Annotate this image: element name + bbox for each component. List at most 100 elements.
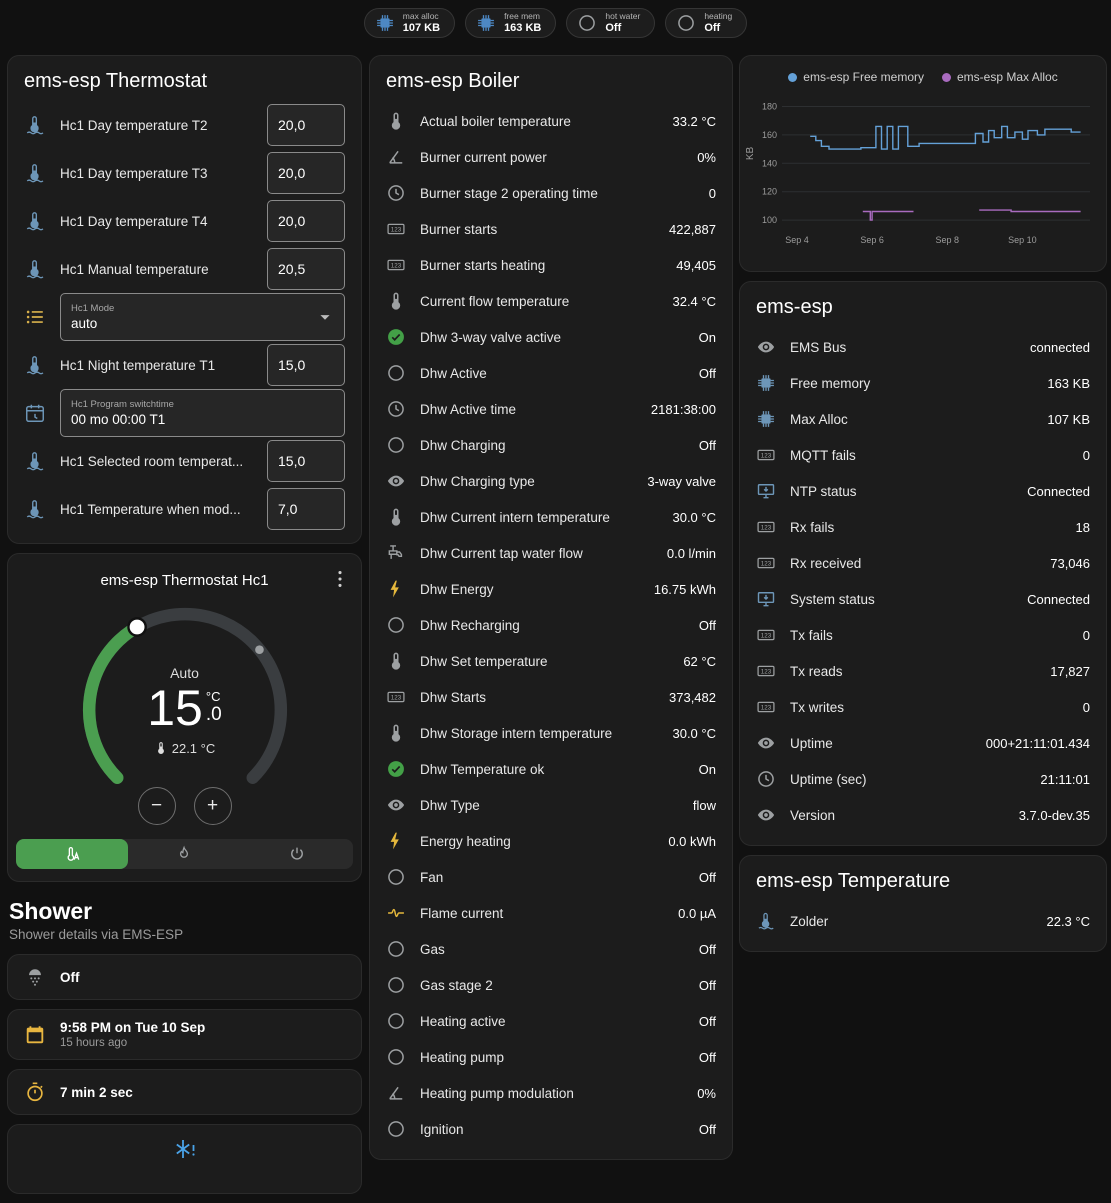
temperature-input[interactable]: 20,0	[267, 104, 345, 146]
counter-icon: 123	[386, 219, 406, 239]
entity-row[interactable]: 123 Dhw Starts 373,482	[386, 679, 716, 715]
entity-row[interactable]: Dhw Charging Off	[386, 427, 716, 463]
entity-row[interactable]: Dhw Temperature ok On	[386, 751, 716, 787]
shower-duration-card[interactable]: 7 min 2 sec	[7, 1069, 362, 1115]
temperature-input[interactable]: 15,0	[267, 344, 345, 386]
setting-label: Hc1 Temperature when mod...	[60, 501, 241, 517]
entity-value: 0	[1082, 627, 1090, 643]
entity-name: Dhw Current tap water flow	[420, 545, 583, 561]
shower-state-card[interactable]: Off	[7, 954, 362, 1000]
entity-name: Current flow temperature	[420, 293, 570, 309]
entity-row[interactable]: Current flow temperature 32.4 °C	[386, 283, 716, 319]
entity-row[interactable]: EMS Bus connected	[756, 329, 1090, 365]
legend-item[interactable]: ems-esp Free memory	[788, 70, 924, 84]
entity-row[interactable]: Dhw 3-way valve active On	[386, 319, 716, 355]
circle-outline-icon	[386, 435, 406, 455]
entity-row[interactable]: Dhw Current tap water flow 0.0 l/min	[386, 535, 716, 571]
entity-row[interactable]: Uptime 000+21:11:01.434	[756, 725, 1090, 761]
entity-value: 163 KB	[1047, 375, 1090, 391]
mode-off-button[interactable]	[241, 839, 353, 869]
entity-row[interactable]: Zolder 22.3 °C	[756, 903, 1090, 939]
entity-row[interactable]: Dhw Active time 2181:38:00	[386, 391, 716, 427]
entity-row[interactable]: Actual boiler temperature 33.2 °C	[386, 103, 716, 139]
entity-row[interactable]: Burner stage 2 operating time 0	[386, 175, 716, 211]
entity-name: Ignition	[420, 1121, 464, 1137]
dial-arc[interactable]	[70, 595, 300, 825]
mode-select[interactable]: Hc1 Mode auto	[60, 293, 345, 341]
temperature-input[interactable]: 20,0	[267, 200, 345, 242]
entity-row[interactable]: Free memory 163 KB	[756, 365, 1090, 401]
entity-row[interactable]: Dhw Storage intern temperature 30.0 °C	[386, 715, 716, 751]
entity-row[interactable]: Dhw Charging type 3-way valve	[386, 463, 716, 499]
entity-row[interactable]: Max Alloc 107 KB	[756, 401, 1090, 437]
badge-value: Off	[605, 21, 622, 34]
entity-row[interactable]: 123 Rx received 73,046	[756, 545, 1090, 581]
entity-row[interactable]: Dhw Set temperature 62 °C	[386, 643, 716, 679]
shower-last-time-card[interactable]: 9:58 PM on Tue 10 Sep 15 hours ago	[7, 1009, 362, 1060]
entity-row[interactable]: Dhw Type flow	[386, 787, 716, 823]
mode-heat-button[interactable]	[128, 839, 240, 869]
entity-row[interactable]: Dhw Energy 16.75 kWh	[386, 571, 716, 607]
setting-label: Hc1 Day temperature T2	[60, 117, 208, 133]
entity-row[interactable]: Gas Off	[386, 931, 716, 967]
entity-row[interactable]: Dhw Recharging Off	[386, 607, 716, 643]
entity-row[interactable]: Burner current power 0%	[386, 139, 716, 175]
entity-row[interactable]: 123 Tx reads 17,827	[756, 653, 1090, 689]
entity-row[interactable]: Flame current 0.0 µA	[386, 895, 716, 931]
badge-heating[interactable]: heating Off	[665, 8, 748, 38]
entity-row[interactable]: 123 MQTT fails 0	[756, 437, 1090, 473]
svg-text:123: 123	[761, 669, 772, 676]
angle-icon	[386, 1083, 406, 1103]
entity-row[interactable]: Dhw Current intern temperature 30.0 °C	[386, 499, 716, 535]
temp-increase-button[interactable]: +	[193, 787, 232, 825]
entity-row[interactable]: Version 3.7.0-dev.35	[756, 797, 1090, 833]
memory-chart[interactable]: 100 120 140 160 180 Sep 4 Sep 6 Sep 8 Sep 10	[748, 90, 1098, 248]
entity-row[interactable]: System status Connected	[756, 581, 1090, 617]
setting-label: Hc1 Selected room temperat...	[60, 453, 244, 469]
entity-value: 16.75 kWh	[653, 581, 716, 597]
entity-row[interactable]: NTP status Connected	[756, 473, 1090, 509]
program-input[interactable]: Hc1 Program switchtime 00 mo 00:00 T1	[60, 389, 345, 437]
entity-row[interactable]: 123 Tx fails 0	[756, 617, 1090, 653]
counter-icon: 123	[756, 445, 776, 465]
chart-area: KB 100 120 140 160 180 Sep 4 Sep 6 Sep 8 Sep 10	[745, 90, 1098, 253]
badge-free-mem[interactable]: free mem 163 KB	[465, 8, 557, 38]
thermometer-icon	[386, 651, 406, 671]
entity-row[interactable]: Dhw Active Off	[386, 355, 716, 391]
entity-row[interactable]: Energy heating 0.0 kWh	[386, 823, 716, 859]
badge-max-alloc[interactable]: max alloc 107 KB	[363, 8, 456, 38]
entity-row[interactable]: Heating pump modulation 0%	[386, 1075, 716, 1111]
temp-decrease-button[interactable]: −	[137, 787, 176, 825]
entity-row[interactable]: Gas stage 2 Off	[386, 967, 716, 1003]
counter-icon: 123	[756, 553, 776, 573]
entity-row[interactable]: 123 Burner starts 422,887	[386, 211, 716, 247]
thermostat-settings-rows: Hc1 Day temperature T2 20,0 Hc1 Day temper…	[8, 101, 361, 543]
temperature-input[interactable]: 7,0	[267, 488, 345, 530]
entity-row[interactable]: Heating pump Off	[386, 1039, 716, 1075]
entity-row[interactable]: Ignition Off	[386, 1111, 716, 1147]
temperature-input[interactable]: 20,5	[267, 248, 345, 290]
shower-cold-alert-card[interactable]	[7, 1124, 362, 1194]
temperature-input[interactable]: 15,0	[267, 440, 345, 482]
entity-row[interactable]: 123 Tx writes 0	[756, 689, 1090, 725]
entity-row[interactable]: Fan Off	[386, 859, 716, 895]
entity-value: 0.0 kWh	[668, 833, 716, 849]
entity-value: Connected	[1027, 591, 1090, 607]
thermostat-setting-row: Hc1 Selected room temperat... 15,0	[24, 437, 345, 485]
badge-hot-water[interactable]: hot water Off	[566, 8, 656, 38]
more-options-icon[interactable]	[329, 568, 351, 590]
legend-label: ems-esp Max Alloc	[957, 70, 1058, 84]
entity-value: 33.2 °C	[672, 113, 716, 129]
entity-row[interactable]: 123 Rx fails 18	[756, 509, 1090, 545]
temperature-input[interactable]: 20,0	[267, 152, 345, 194]
entity-row[interactable]: Heating active Off	[386, 1003, 716, 1039]
eye-icon	[386, 795, 406, 815]
thermostat-settings-card: ems-esp Thermostat Hc1 Day temperature T…	[7, 55, 362, 544]
circle-outline-icon	[676, 13, 696, 33]
dial-handle[interactable]	[126, 617, 147, 637]
mode-auto-button[interactable]	[16, 839, 129, 869]
entity-row[interactable]: Uptime (sec) 21:11:01	[756, 761, 1090, 797]
entity-row[interactable]: 123 Burner starts heating 49,405	[386, 247, 716, 283]
legend-item[interactable]: ems-esp Max Alloc	[942, 70, 1058, 84]
entity-name: Burner starts	[420, 221, 498, 237]
